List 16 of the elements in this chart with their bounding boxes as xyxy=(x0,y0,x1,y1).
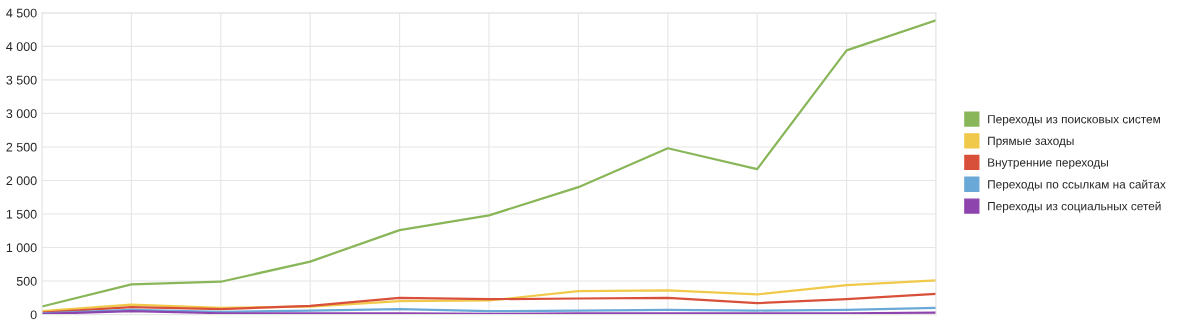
y-tick-label: 3 000 xyxy=(6,109,37,119)
legend-label: Переходы по ссылкам на сайтах xyxy=(988,179,1166,191)
legend-label: Прямые заходы xyxy=(988,136,1074,148)
y-tick-label: 2 500 xyxy=(6,142,37,152)
legend-label: Внутренние переходы xyxy=(988,158,1108,170)
y-tick-label: 3 500 xyxy=(6,75,37,85)
y-tick-label: 1 000 xyxy=(6,243,37,253)
y-tick-label: 2 000 xyxy=(6,176,37,186)
y-tick-label: 4 000 xyxy=(6,42,37,52)
y-tick-label: 1 500 xyxy=(6,209,37,219)
legend-label: Переходы из социальных сетей xyxy=(988,201,1161,213)
line-series xyxy=(42,19,936,308)
y-tick-label: 500 xyxy=(16,276,37,286)
y-tick-label: 0 xyxy=(30,310,37,320)
y-tick-label: 4 500 xyxy=(6,8,37,18)
legend-label: Переходы из поисковых систем xyxy=(988,115,1160,126)
